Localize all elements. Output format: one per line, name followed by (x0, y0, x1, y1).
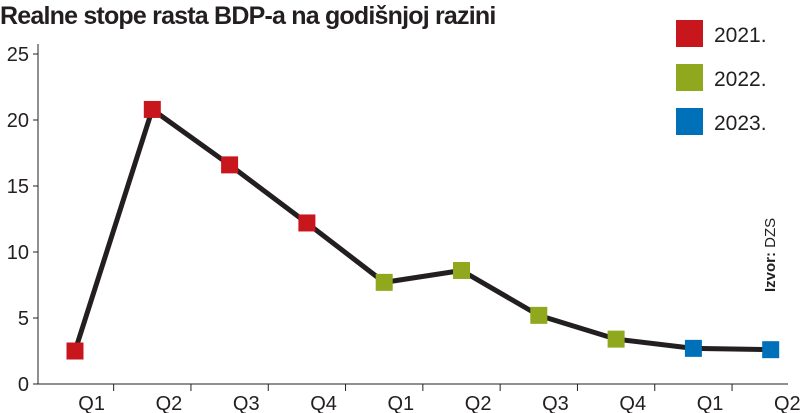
data-points (66, 100, 780, 360)
source-label: Izvor: (762, 251, 779, 292)
source-value: DZS (762, 217, 779, 248)
legend-swatch (676, 64, 703, 91)
series-line (72, 106, 774, 354)
y-tick-label: 20 (7, 110, 29, 132)
x-tick-label: Q2 (156, 393, 183, 413)
legend: 2021. 2022. 2023. (676, 20, 767, 135)
data-point (298, 214, 316, 232)
x-tick-label: Q3 (542, 393, 569, 413)
legend-swatch (676, 108, 703, 135)
chart-title: Realne stope rasta BDP-a na godišnjoj ra… (0, 2, 496, 30)
y-tick-label: 10 (7, 242, 29, 264)
y-tick-label: 25 (7, 44, 29, 66)
data-point (762, 341, 780, 359)
legend-label: 2021. (714, 24, 767, 47)
y-tick-label: 15 (7, 176, 29, 198)
data-point (607, 330, 625, 348)
data-point (684, 339, 702, 357)
x-tick-label: Q4 (619, 393, 646, 413)
data-point (375, 273, 393, 291)
data-point (453, 261, 470, 279)
x-tick-label: Q2 (465, 393, 492, 413)
y-tick-label: 5 (18, 308, 29, 330)
x-axis-ticks: Q1 Q2 Q3 Q4 Q1 Q2 Q3 Q4 Q1 Q2 (78, 384, 800, 413)
data-point (530, 306, 548, 324)
x-tick-label: Q1 (78, 393, 105, 413)
data-point (66, 342, 84, 360)
legend-swatch (676, 20, 703, 47)
y-tick-label: 0 (18, 374, 29, 396)
data-point (221, 156, 239, 174)
x-tick-label: Q3 (233, 393, 260, 413)
legend-label: 2023. (714, 112, 767, 135)
x-tick-label: Q1 (388, 393, 415, 413)
y-axis-ticks: 0 5 10 15 20 25 (7, 44, 38, 396)
data-point (143, 100, 161, 118)
axes (37, 44, 788, 385)
x-tick-label: Q2 (774, 393, 800, 413)
source-note: Izvor: DZS (762, 218, 779, 292)
legend-label: 2022. (714, 68, 767, 91)
x-tick-label: Q1 (697, 393, 724, 413)
x-tick-label: Q4 (310, 393, 337, 413)
series-polyline (72, 106, 774, 354)
